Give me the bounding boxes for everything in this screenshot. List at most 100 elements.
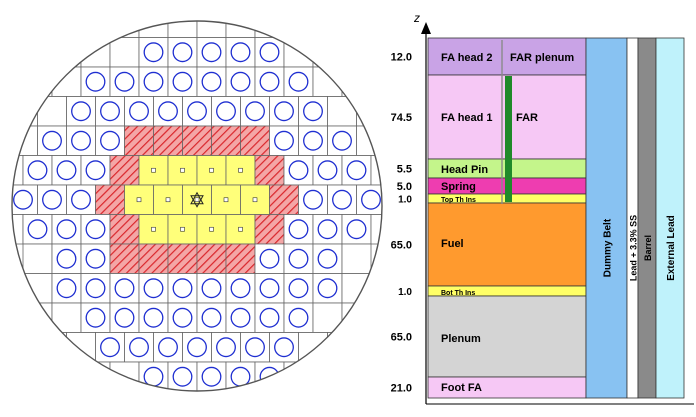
fuel-marker <box>136 197 142 203</box>
fuel-marker <box>180 226 185 232</box>
far-plenum-label: FAR plenum <box>510 52 574 64</box>
fuel-marker <box>209 167 214 173</box>
assembly-circle <box>42 189 62 210</box>
assembly-circle <box>274 101 294 122</box>
core-cell <box>12 155 24 186</box>
assembly-circle <box>216 101 236 122</box>
assembly-circle <box>361 189 381 210</box>
core-cell <box>95 184 125 215</box>
assembly-circle <box>201 307 222 328</box>
assembly-circle <box>230 42 251 63</box>
assembly-circle <box>288 307 309 328</box>
core-cell <box>341 37 372 68</box>
core-cell <box>109 21 140 38</box>
assembly-circle <box>100 130 120 151</box>
layer-label-foot_fa: Foot FA <box>441 382 482 394</box>
assembly-circle <box>85 160 106 181</box>
fuel-marker <box>165 197 171 203</box>
assembly-circle <box>317 278 338 299</box>
layer-value: 5.5 <box>397 164 412 176</box>
assembly-circle <box>187 337 207 358</box>
assembly-circle <box>230 366 251 387</box>
core-cell <box>270 392 299 413</box>
assembly-circle <box>303 130 323 151</box>
assembly-circle <box>317 219 338 240</box>
assembly-circle <box>230 71 251 92</box>
layer-value: 12.0 <box>391 52 412 64</box>
assembly-circle <box>259 278 280 299</box>
axial-section: z 12.0 74.5 5.5 5.0 1.0 65.0 1.0 65.0 21.0 FA hea… <box>391 11 694 405</box>
core-cell <box>283 37 314 68</box>
core-cell <box>312 21 343 38</box>
assembly-circle <box>259 307 280 328</box>
core-cell <box>37 96 67 127</box>
assembly-circle <box>158 337 178 358</box>
core-cell <box>109 214 140 245</box>
assembly-circle <box>143 42 164 63</box>
assembly-circle <box>172 366 193 387</box>
core-cell <box>196 243 227 274</box>
assembly-circle <box>201 71 222 92</box>
core-cell <box>138 243 169 274</box>
core-cell <box>51 66 82 97</box>
assembly-circle <box>288 71 309 92</box>
assembly-circle <box>332 130 352 151</box>
assembly-circle <box>259 71 280 92</box>
core-cell <box>124 125 154 156</box>
assembly-circle <box>288 160 309 181</box>
assembly-circle <box>288 248 309 269</box>
vertical-label-dummy_belt: Dummy Belt <box>603 218 614 277</box>
far-rod <box>505 76 512 202</box>
assembly-circle <box>100 337 120 358</box>
core-cell <box>138 21 169 38</box>
core-cell <box>109 37 140 68</box>
assembly-circle <box>114 307 135 328</box>
fuel-marker <box>223 197 229 203</box>
assembly-circle <box>201 366 222 387</box>
assembly-circle <box>13 189 33 210</box>
core-cell <box>341 302 372 333</box>
assembly-circle <box>100 101 120 122</box>
core-cell <box>154 392 183 413</box>
assembly-circle <box>129 101 149 122</box>
assembly-circle <box>129 337 149 358</box>
core-cell <box>312 302 343 333</box>
center-star-icon <box>190 195 204 208</box>
core-cell <box>80 37 111 68</box>
assembly-circle <box>346 219 367 240</box>
assembly-circle <box>187 101 207 122</box>
core-cell <box>241 392 270 413</box>
fuel-marker <box>252 197 258 203</box>
vertical-label-lead_ss: Lead + 3.3% SS <box>629 215 639 281</box>
fuel-marker <box>238 226 243 232</box>
layer-value: 65.0 <box>391 240 412 252</box>
core-cell <box>341 243 372 274</box>
core-cell <box>341 66 372 97</box>
assembly-circle <box>85 278 106 299</box>
core-cell <box>254 155 285 186</box>
assembly-circle <box>274 337 294 358</box>
layer-label-bot_th_ins: Bot Th Ins <box>441 290 475 297</box>
layer-value: 21.0 <box>391 383 412 395</box>
layer-label-fa_head_2: FA head 2 <box>441 52 493 64</box>
layer-plenum <box>427 295 587 378</box>
core-cell <box>51 21 82 38</box>
assembly-circle <box>56 219 77 240</box>
assembly-circle <box>346 160 367 181</box>
assembly-circle <box>230 278 251 299</box>
assembly-circle <box>71 130 91 151</box>
vertical-label-barrel: Barrel <box>643 235 653 261</box>
core-cell <box>370 155 382 186</box>
core-cell <box>22 66 53 97</box>
core-cell <box>51 361 82 391</box>
layer-value: 1.0 <box>398 287 412 298</box>
core-cell <box>225 243 256 274</box>
assembly-circle <box>56 248 77 269</box>
vertical-dummy_belt <box>585 37 628 399</box>
core-cell <box>182 125 212 156</box>
assembly-circle <box>230 307 251 328</box>
assembly-circle <box>259 42 280 63</box>
core-cell <box>240 125 270 156</box>
assembly-circle <box>85 248 106 269</box>
